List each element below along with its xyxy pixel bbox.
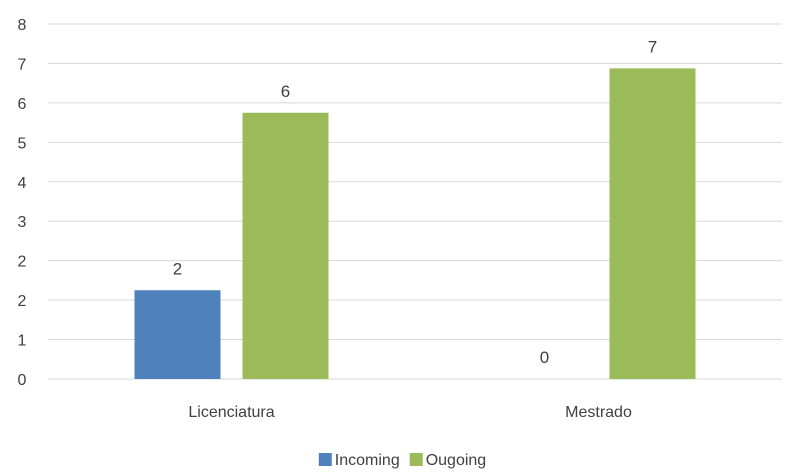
y-tick-label: 5	[18, 135, 27, 152]
data-label: 2	[173, 259, 182, 278]
y-tick-label: 3	[18, 214, 27, 231]
legend-label: Incoming	[335, 452, 400, 469]
category-labels: Licenciatura Mestrado	[188, 404, 632, 421]
data-label: 6	[281, 82, 290, 101]
legend-swatch	[318, 453, 332, 466]
y-tick-label: 4	[18, 175, 27, 192]
legend: Incoming Ougoing	[318, 452, 487, 469]
y-tick-label: 7	[18, 56, 27, 73]
legend-item-incoming: Incoming	[318, 452, 400, 469]
y-tick-label: 2	[18, 254, 27, 271]
data-label: 0	[540, 348, 549, 367]
data-label: 7	[648, 37, 657, 56]
y-tick-label: 8	[18, 17, 27, 34]
bar-incoming-licenciatura	[134, 290, 221, 379]
y-tick-label: 2	[18, 293, 27, 310]
bar-ougoing-licenciatura	[242, 112, 329, 379]
y-axis-tick-labels: 0 1 2 2 3 4 5 6 7 8	[18, 17, 27, 389]
legend-label: Ougoing	[426, 452, 487, 469]
bar-ougoing-mestrado	[609, 68, 696, 379]
bars	[134, 68, 696, 379]
category-label: Licenciatura	[188, 404, 274, 421]
y-tick-label: 1	[18, 333, 27, 350]
y-tick-label: 0	[18, 372, 27, 389]
y-tick-label: 6	[18, 96, 27, 113]
legend-item-ougoing: Ougoing	[409, 452, 487, 469]
data-labels: 2 6 0 7	[173, 37, 657, 367]
category-label: Mestrado	[565, 404, 632, 421]
legend-swatch	[409, 453, 423, 466]
